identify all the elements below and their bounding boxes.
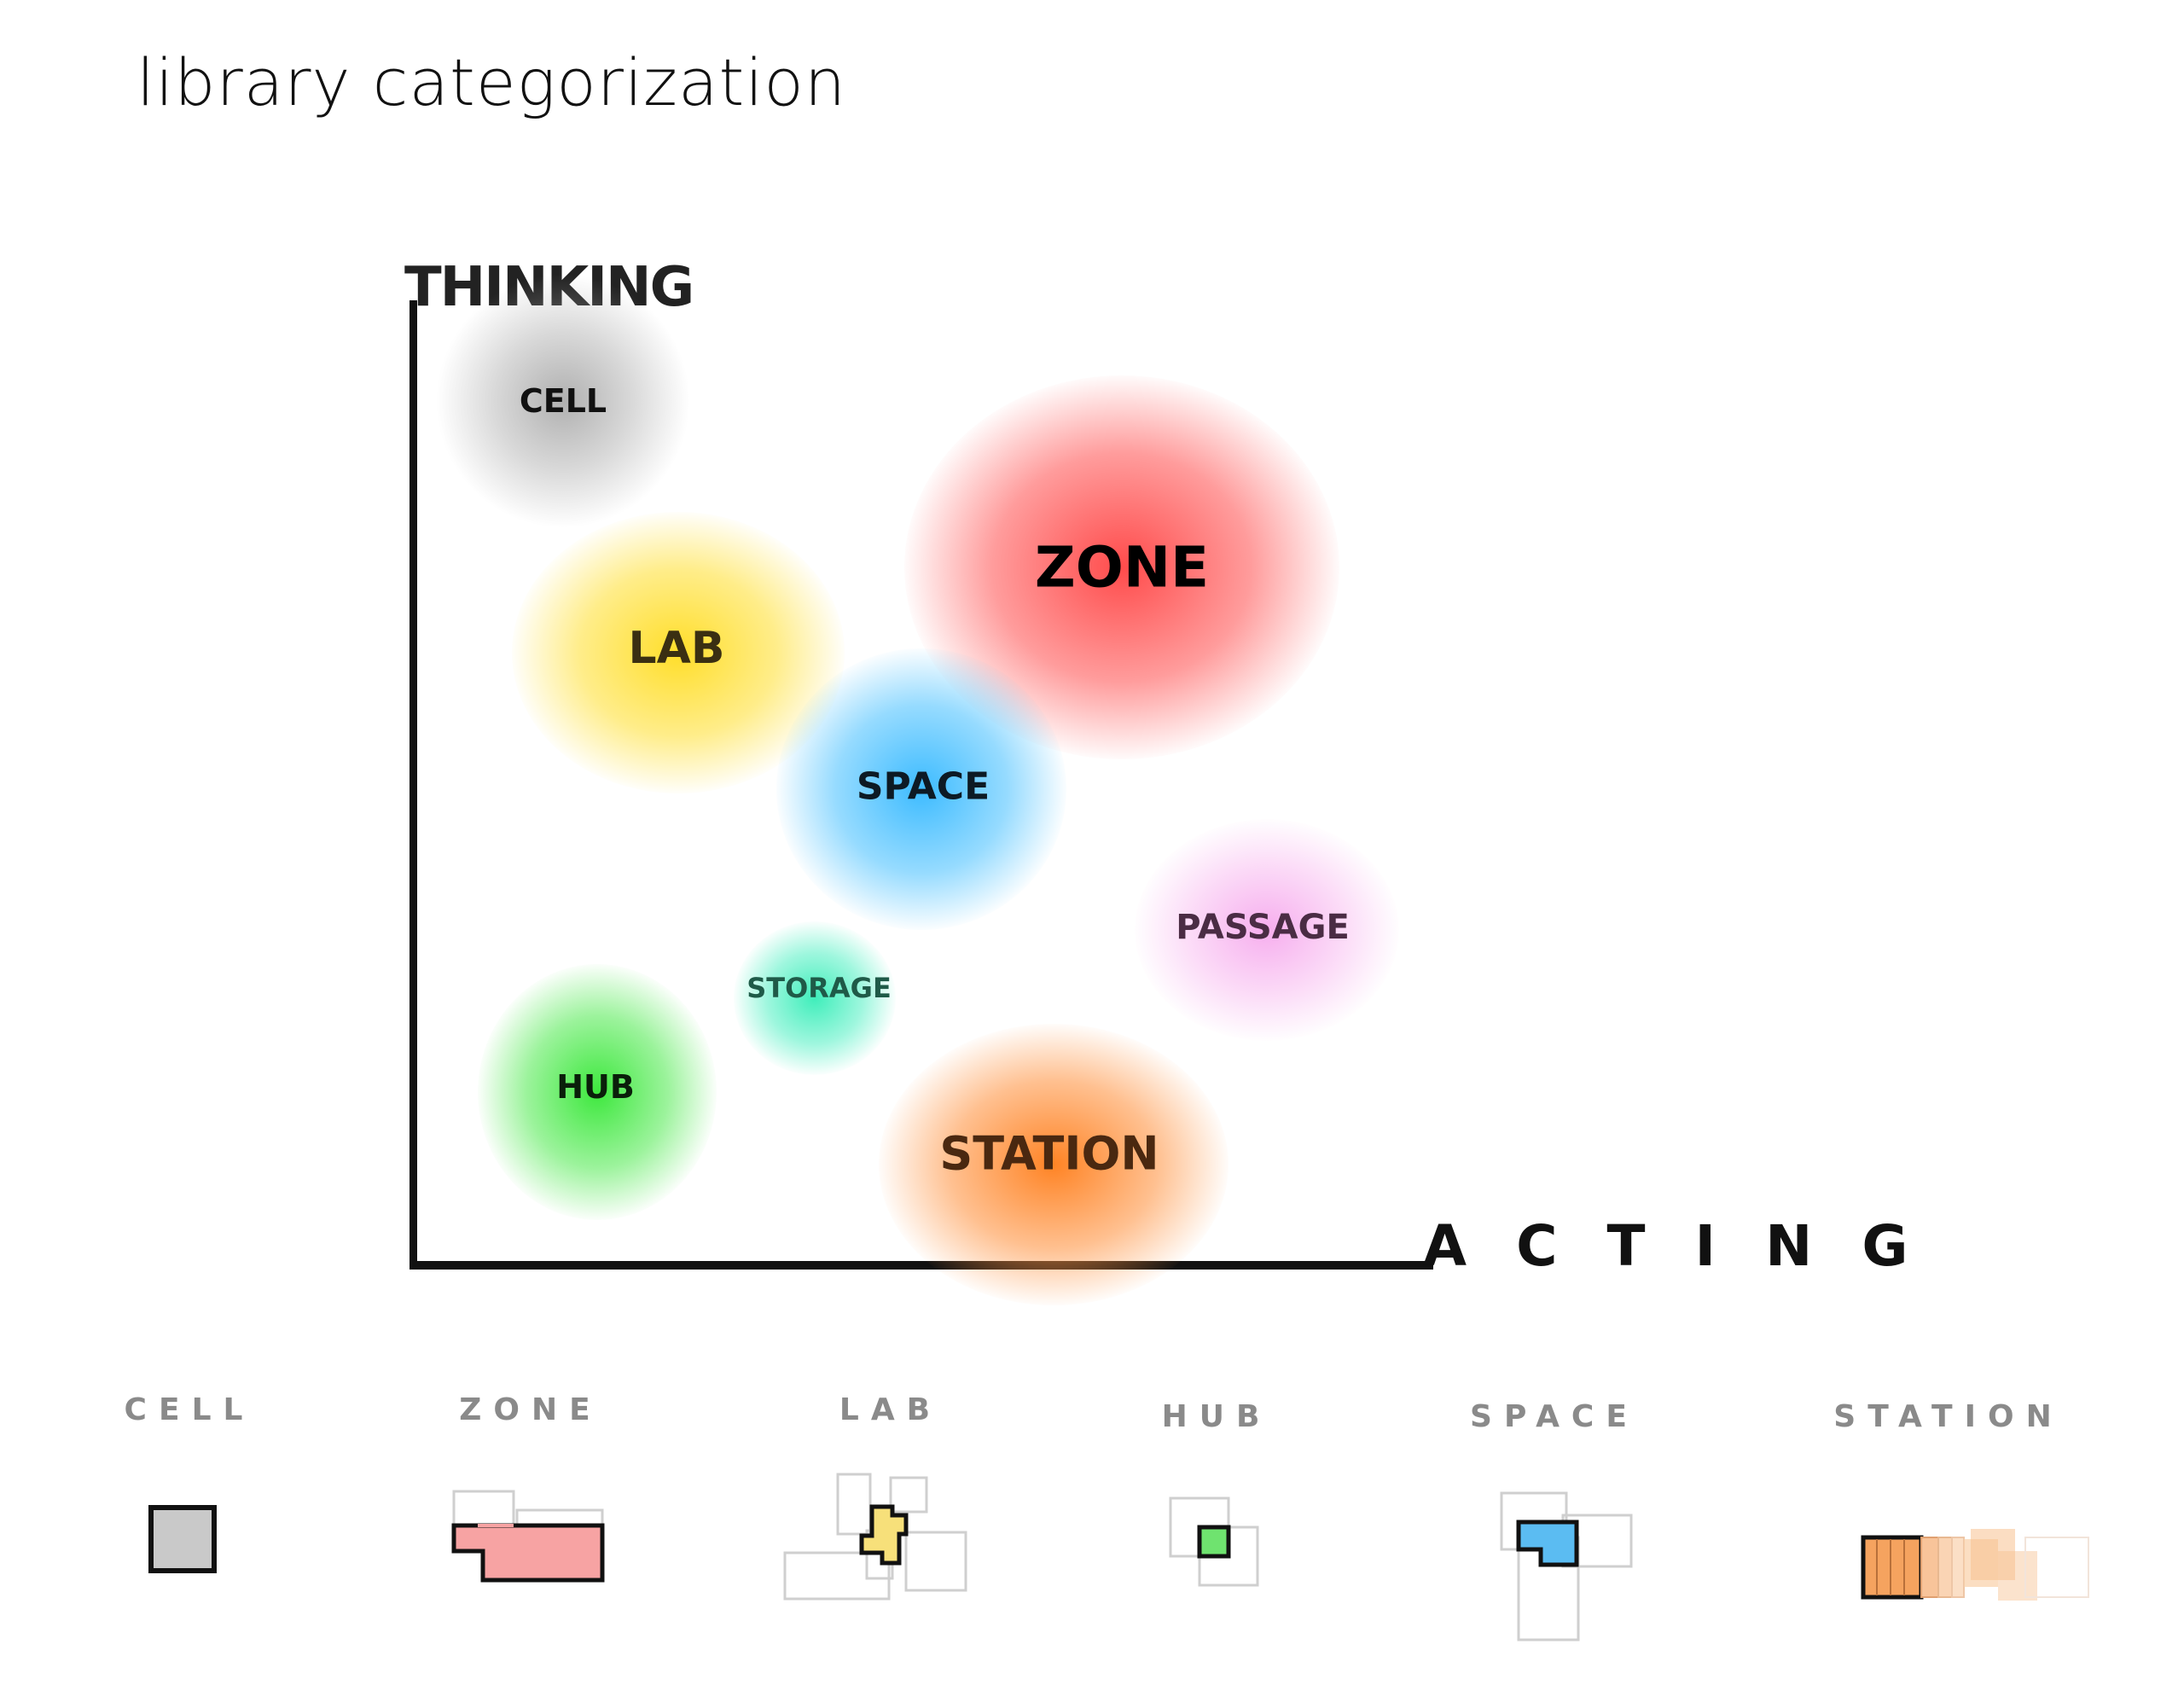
legend-title-space: SPACE	[1470, 1399, 1639, 1434]
blob-cell	[435, 273, 691, 529]
blob-passage	[1135, 819, 1399, 1041]
blob-space	[776, 648, 1066, 930]
legend-title-station: STATION	[1833, 1399, 2064, 1434]
legend-title-hub: HUB	[1161, 1399, 1272, 1434]
blob-label-space: SPACE	[856, 764, 990, 809]
legend-icon-space	[1500, 1491, 1633, 1642]
legend-title-zone: ZONE	[459, 1392, 602, 1427]
blob-label-storage: STORAGE	[746, 972, 892, 1004]
blob-label-station: STATION	[939, 1126, 1159, 1181]
legend-icon-hub	[1169, 1496, 1259, 1587]
blob-hub	[478, 964, 717, 1220]
legend-icon-cell	[148, 1505, 217, 1573]
blob-station	[879, 1024, 1228, 1305]
x-axis-line	[410, 1261, 1433, 1270]
legend-title-cell: CELL	[124, 1392, 255, 1427]
blob-label-lab: LAB	[628, 623, 725, 674]
blob-label-passage: PASSAGE	[1176, 908, 1350, 947]
page-title: library categorization	[136, 44, 847, 120]
legend-title-lab: LAB	[839, 1392, 943, 1427]
legend-icon-lab	[783, 1473, 967, 1601]
blob-label-hub: HUB	[556, 1068, 635, 1106]
blob-label-cell: CELL	[519, 382, 607, 420]
blob-label-zone: ZONE	[1034, 534, 1210, 601]
x-axis-label: ACTING	[1423, 1213, 1958, 1279]
blob-storage	[734, 921, 896, 1075]
y-axis-line	[410, 300, 417, 1270]
legend-icon-station	[1861, 1529, 2089, 1601]
legend-icon-zone	[451, 1490, 605, 1583]
